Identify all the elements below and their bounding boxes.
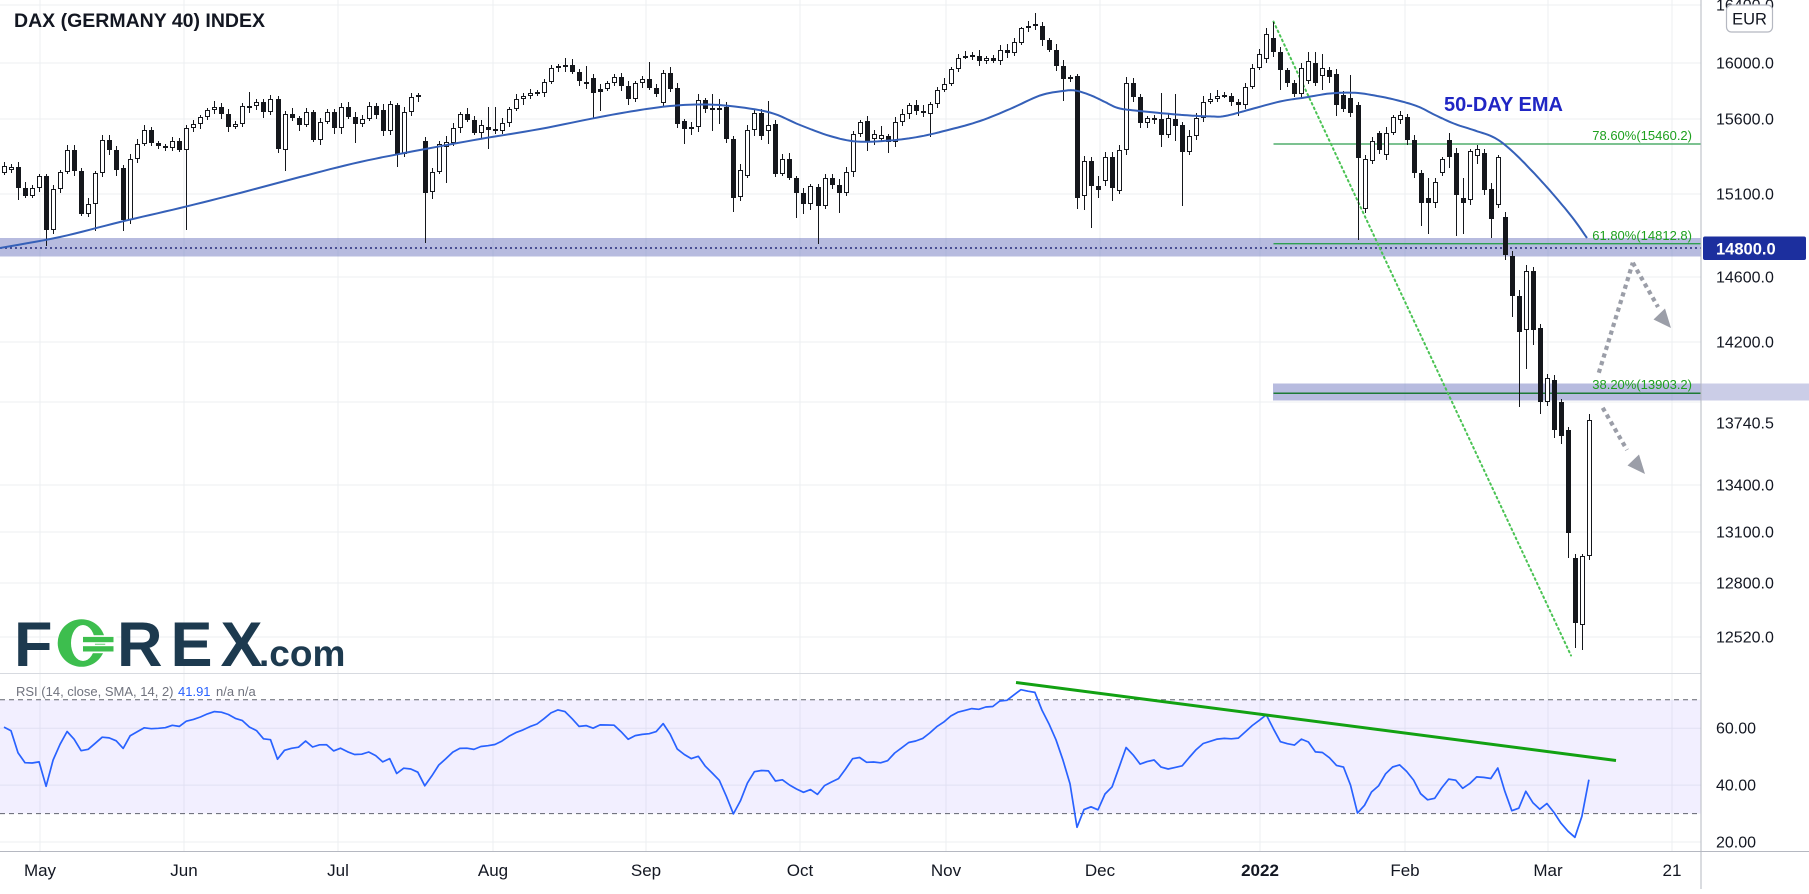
svg-text:Feb: Feb (1390, 861, 1419, 880)
svg-text:Sep: Sep (631, 861, 661, 880)
svg-text:61.80%(14812.8): 61.80%(14812.8) (1592, 228, 1692, 243)
svg-text:15100.0: 15100.0 (1716, 187, 1774, 204)
svg-text:Aug: Aug (478, 861, 508, 880)
svg-text:16000.0: 16000.0 (1716, 56, 1774, 73)
svg-text:Dec: Dec (1085, 861, 1116, 880)
svg-text:38.20%(13903.2): 38.20%(13903.2) (1592, 377, 1692, 392)
svg-text:21: 21 (1663, 861, 1682, 880)
svg-text:50-DAY EMA: 50-DAY EMA (1444, 94, 1563, 116)
svg-text:14800.0: 14800.0 (1716, 241, 1776, 259)
svg-text:RSI (14, close, SMA, 14, 2): RSI (14, close, SMA, 14, 2) (16, 684, 174, 699)
svg-text:F: F (14, 610, 54, 680)
svg-text:Jun: Jun (170, 861, 197, 880)
svg-text:2022: 2022 (1241, 861, 1279, 880)
svg-text:REX: REX (117, 610, 271, 680)
svg-text:41.91: 41.91 (178, 684, 211, 699)
svg-text:14600.0: 14600.0 (1716, 270, 1774, 287)
svg-text:n/a n/a: n/a n/a (216, 684, 257, 699)
svg-text:40.00: 40.00 (1716, 778, 1756, 795)
svg-text:Nov: Nov (931, 861, 962, 880)
svg-text:15600.0: 15600.0 (1716, 112, 1774, 129)
svg-text:12520.0: 12520.0 (1716, 630, 1774, 647)
svg-text:12800.0: 12800.0 (1716, 576, 1774, 593)
svg-text:14200.0: 14200.0 (1716, 335, 1774, 352)
svg-text:Oct: Oct (787, 861, 814, 880)
svg-text:Jul: Jul (327, 861, 349, 880)
svg-text:EUR: EUR (1732, 11, 1767, 29)
svg-text:DAX (GERMANY 40) INDEX: DAX (GERMANY 40) INDEX (14, 10, 265, 32)
svg-text:60.00: 60.00 (1716, 721, 1756, 738)
svg-text:.com: .com (259, 633, 345, 674)
svg-text:13740.5: 13740.5 (1716, 416, 1774, 433)
svg-text:13100.0: 13100.0 (1716, 525, 1774, 542)
svg-text:13400.0: 13400.0 (1716, 478, 1774, 495)
svg-text:May: May (24, 861, 57, 880)
svg-text:78.60%(15460.2): 78.60%(15460.2) (1592, 128, 1692, 143)
svg-text:20.00: 20.00 (1716, 835, 1756, 852)
svg-text:Mar: Mar (1533, 861, 1563, 880)
